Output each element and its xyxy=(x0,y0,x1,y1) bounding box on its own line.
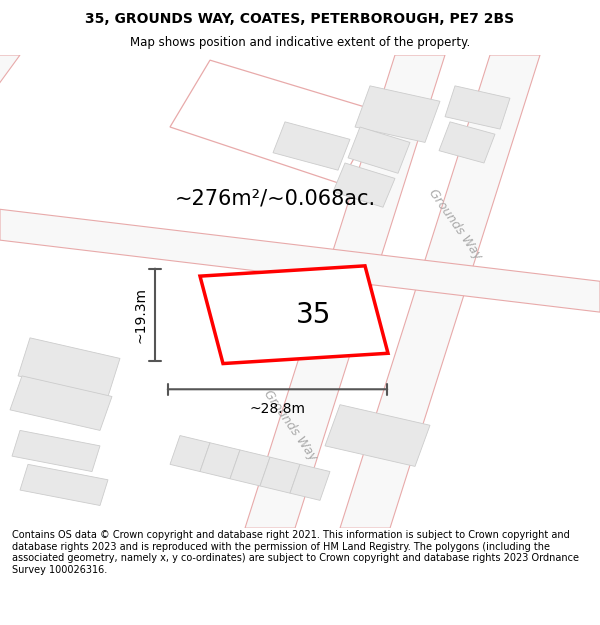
Polygon shape xyxy=(273,122,350,170)
Text: Contains OS data © Crown copyright and database right 2021. This information is : Contains OS data © Crown copyright and d… xyxy=(12,530,579,575)
Polygon shape xyxy=(439,122,495,163)
Polygon shape xyxy=(325,405,430,466)
Polygon shape xyxy=(18,338,120,396)
Text: ~19.3m: ~19.3m xyxy=(133,287,147,342)
Polygon shape xyxy=(340,55,540,528)
Polygon shape xyxy=(230,450,270,486)
Polygon shape xyxy=(200,442,240,479)
Text: Map shows position and indicative extent of the property.: Map shows position and indicative extent… xyxy=(130,36,470,49)
Polygon shape xyxy=(333,163,395,208)
Text: 35, GROUNDS WAY, COATES, PETERBOROUGH, PE7 2BS: 35, GROUNDS WAY, COATES, PETERBOROUGH, P… xyxy=(85,12,515,26)
Polygon shape xyxy=(10,376,112,431)
Polygon shape xyxy=(355,86,440,142)
Text: ~276m²/~0.068ac.: ~276m²/~0.068ac. xyxy=(175,189,376,209)
Polygon shape xyxy=(290,464,330,501)
Text: ~28.8m: ~28.8m xyxy=(250,402,305,416)
Polygon shape xyxy=(245,55,445,528)
Polygon shape xyxy=(0,55,20,96)
Polygon shape xyxy=(12,431,100,471)
Text: 35: 35 xyxy=(296,301,332,329)
Polygon shape xyxy=(445,86,510,129)
Polygon shape xyxy=(260,457,300,493)
Polygon shape xyxy=(348,127,410,173)
Text: Grounds Way: Grounds Way xyxy=(426,187,484,262)
Polygon shape xyxy=(20,464,108,506)
Polygon shape xyxy=(0,209,600,312)
Polygon shape xyxy=(170,436,210,471)
Polygon shape xyxy=(200,266,388,364)
Text: Grounds Way: Grounds Way xyxy=(261,388,319,463)
Polygon shape xyxy=(170,60,380,184)
